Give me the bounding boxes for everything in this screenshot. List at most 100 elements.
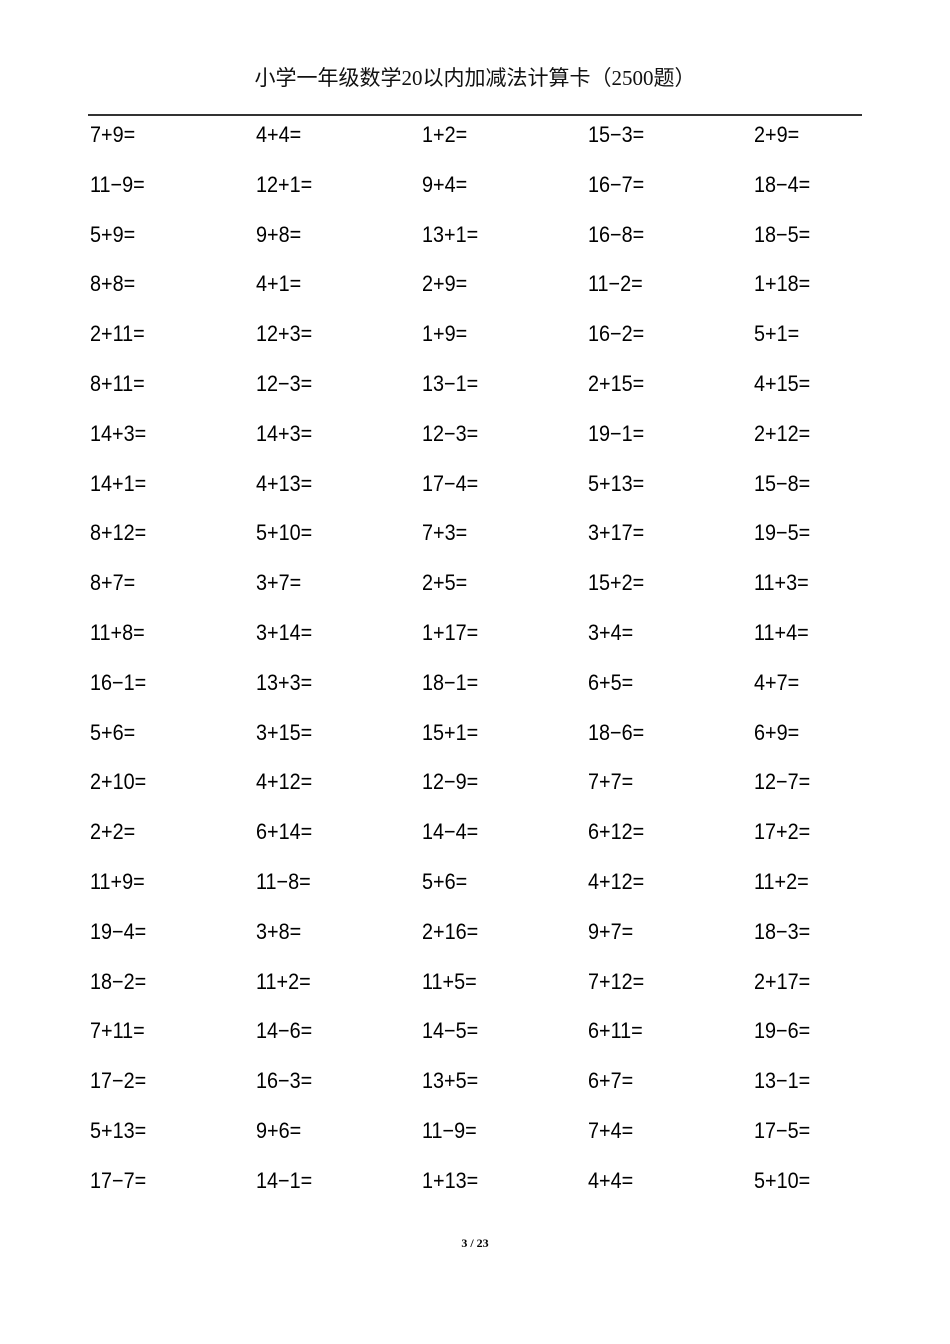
problem-item: 11+2= (256, 968, 311, 994)
problem-item: 12+1= (256, 171, 313, 197)
problem-item: 4+13= (256, 470, 313, 496)
problem-item: 9+4= (422, 171, 468, 197)
problem-item: 2+9= (422, 271, 468, 297)
problem-item: 14+3= (256, 420, 313, 446)
problem-item: 4+4= (256, 122, 302, 147)
problem-item: 9+8= (256, 221, 302, 247)
problem-item: 17+2= (754, 819, 811, 845)
page-number: 3 / 23 (461, 1236, 489, 1250)
problem-item: 13−1= (754, 1068, 811, 1094)
problem-item: 3+14= (256, 620, 313, 645)
problem-item: 5+6= (422, 869, 468, 894)
problem-item: 18−4= (754, 171, 811, 197)
problem-item: 8+12= (90, 520, 147, 546)
problem-item: 6+12= (588, 819, 645, 845)
problem-item: 14−5= (422, 1018, 479, 1044)
problem-item: 16−7= (588, 171, 645, 197)
header-divider (88, 114, 862, 116)
problem-item: 8+7= (90, 570, 136, 596)
problem-item: 11−9= (90, 171, 145, 197)
problem-item: 17−4= (422, 470, 479, 496)
problem-item: 14−1= (256, 1167, 313, 1193)
problem-item: 16−2= (588, 321, 645, 347)
problem-item: 7+12= (588, 968, 645, 994)
problem-item: 2+17= (754, 968, 811, 994)
problem-item: 18−1= (422, 669, 479, 695)
problem-item: 3+7= (256, 570, 302, 596)
problem-item: 12+3= (256, 321, 313, 347)
problem-item: 5+1= (754, 321, 800, 347)
problem-item: 2+12= (754, 420, 811, 446)
problem-item: 5+13= (588, 470, 645, 496)
problem-item: 7+3= (422, 520, 468, 546)
problem-item: 4+7= (754, 669, 800, 695)
problem-item: 9+6= (256, 1118, 302, 1143)
problem-item: 11+2= (754, 869, 809, 894)
problem-item: 2+15= (588, 371, 645, 396)
problem-item: 11−9= (422, 1118, 477, 1143)
problem-item: 13+5= (422, 1068, 479, 1094)
problem-item: 1+9= (422, 321, 468, 347)
page-title: 小学一年级数学20以内加减法计算卡（2500题） (254, 66, 696, 90)
problem-item: 2+2= (90, 819, 136, 845)
problem-item: 7+4= (588, 1118, 634, 1143)
problem-item: 19−6= (754, 1018, 811, 1044)
problem-item: 16−1= (90, 669, 147, 695)
problem-item: 6+5= (588, 669, 634, 695)
problem-item: 16−8= (588, 221, 645, 247)
problem-item: 17−2= (90, 1068, 147, 1094)
problem-item: 18−6= (588, 719, 645, 745)
problem-item: 8+11= (90, 371, 145, 396)
problem-item: 14+3= (90, 420, 147, 446)
problem-item: 18−3= (754, 918, 811, 944)
problem-item: 15−3= (588, 122, 645, 147)
problem-item: 4+15= (754, 371, 811, 396)
problem-item: 11+4= (754, 620, 809, 645)
problem-item: 11−2= (588, 271, 643, 297)
problem-item: 14+1= (90, 470, 147, 496)
problem-item: 15−8= (754, 470, 811, 496)
problem-item: 7+7= (588, 769, 634, 795)
problem-item: 11+8= (90, 620, 145, 645)
problem-item: 5+10= (256, 520, 313, 546)
problem-item: 2+5= (422, 570, 468, 596)
problem-item: 1+18= (754, 271, 811, 297)
problem-item: 6+14= (256, 819, 313, 845)
problem-item: 11+5= (422, 968, 477, 994)
problem-item: 12−3= (422, 420, 479, 446)
problem-item: 11+9= (90, 869, 145, 894)
problem-item: 19−1= (588, 420, 645, 446)
problem-item: 5+6= (90, 719, 136, 745)
problem-item: 6+7= (588, 1068, 634, 1094)
problem-item: 4+12= (588, 869, 645, 894)
problem-item: 4+4= (588, 1167, 634, 1193)
problem-item: 18−5= (754, 221, 811, 247)
problem-item: 17−7= (90, 1167, 147, 1193)
problem-item: 3+17= (588, 520, 645, 546)
problem-item: 12−3= (256, 371, 313, 396)
problem-item: 14−6= (256, 1018, 313, 1044)
problem-item: 4+12= (256, 769, 313, 795)
problem-item: 18−2= (90, 968, 147, 994)
problem-item: 3+15= (256, 719, 313, 745)
problem-item: 6+9= (754, 719, 800, 745)
problem-item: 13−1= (422, 371, 479, 396)
problem-item: 1+17= (422, 620, 479, 645)
problem-item: 2+9= (754, 122, 800, 147)
problem-item: 5+9= (90, 221, 136, 247)
problem-item: 5+13= (90, 1118, 147, 1143)
problem-item: 13+3= (256, 669, 313, 695)
problem-item: 11+3= (754, 570, 809, 596)
problem-item: 1+13= (422, 1167, 479, 1193)
problem-item: 9+7= (588, 918, 634, 944)
problem-item: 6+11= (588, 1018, 643, 1044)
problem-item: 11−8= (256, 869, 311, 894)
problem-item: 4+1= (256, 271, 302, 297)
problem-item: 19−5= (754, 520, 811, 546)
problem-item: 7+11= (90, 1018, 145, 1044)
problem-item: 7+9= (90, 122, 136, 147)
problem-item: 3+8= (256, 918, 302, 944)
problem-item: 8+8= (90, 271, 136, 297)
problem-item: 13+1= (422, 221, 479, 247)
problem-item: 14−4= (422, 819, 479, 845)
